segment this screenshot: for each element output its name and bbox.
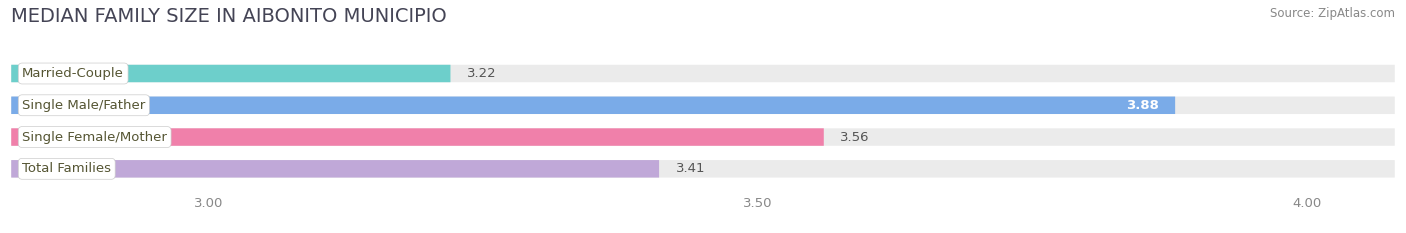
FancyBboxPatch shape [11,160,1395,178]
FancyBboxPatch shape [11,160,659,178]
FancyBboxPatch shape [11,96,1175,114]
Text: Married-Couple: Married-Couple [22,67,124,80]
Text: Single Male/Father: Single Male/Father [22,99,145,112]
FancyBboxPatch shape [11,96,1395,114]
FancyBboxPatch shape [11,128,1395,146]
FancyBboxPatch shape [11,128,824,146]
Text: Total Families: Total Families [22,162,111,175]
Text: MEDIAN FAMILY SIZE IN AIBONITO MUNICIPIO: MEDIAN FAMILY SIZE IN AIBONITO MUNICIPIO [11,7,447,26]
Text: Source: ZipAtlas.com: Source: ZipAtlas.com [1270,7,1395,20]
Text: 3.41: 3.41 [675,162,704,175]
FancyBboxPatch shape [11,65,450,82]
Text: 3.22: 3.22 [467,67,496,80]
Text: 3.56: 3.56 [841,130,870,144]
FancyBboxPatch shape [11,65,1395,82]
Text: Single Female/Mother: Single Female/Mother [22,130,167,144]
Text: 3.88: 3.88 [1126,99,1159,112]
